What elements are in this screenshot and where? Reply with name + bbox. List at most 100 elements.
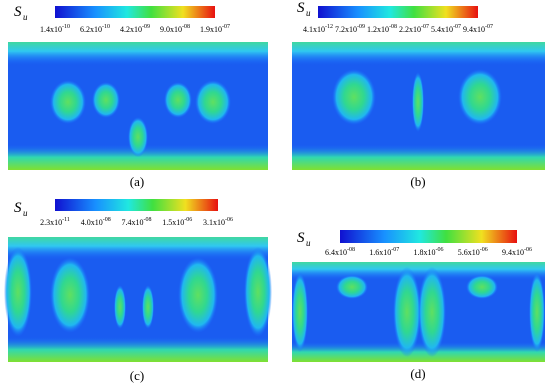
contour-top-band [8, 42, 268, 66]
tick-mantissa: 1.5x10 [162, 218, 184, 227]
panel-label: (b) [410, 174, 425, 189]
contour-region [244, 247, 272, 337]
tick-mantissa: 1.9x10 [200, 25, 222, 34]
tick-mantissa: 4.2x10 [120, 25, 142, 34]
tick-mantissa: 2.3x10 [40, 218, 62, 227]
colorbar-tick-label: 1.2x10-08 [367, 24, 397, 34]
contour-region [142, 285, 154, 329]
tick-mantissa: 2.2x10 [399, 25, 421, 34]
contour-region [412, 72, 424, 132]
tick-mantissa: 7.4x10 [122, 218, 144, 227]
variable-symbol: S [297, 230, 305, 246]
panel-label: (a) [130, 174, 144, 189]
colorbar-tick-label: 2.2x10-07 [399, 24, 429, 34]
colorbar-tick-label: 7.4x10-08 [122, 217, 152, 227]
tick-mantissa: 1.6x10 [369, 248, 391, 257]
tick-exponent: -08 [182, 24, 190, 30]
tick-mantissa: 6.2x10 [80, 25, 102, 34]
tick-exponent: -06 [524, 247, 532, 253]
contour-region [128, 117, 148, 157]
tick-exponent: -08 [144, 217, 152, 223]
colorbar-tick-label: 1.4x10-10 [40, 24, 70, 34]
colorbar-tick-label: 4.1x10-12 [303, 24, 333, 34]
tick-exponent: -10 [62, 24, 70, 30]
contour-region [458, 69, 502, 125]
contour-region [393, 267, 421, 357]
variable-subscript: u [306, 238, 311, 248]
tick-mantissa: 6.4x10 [325, 248, 347, 257]
colorbar-tick-label: 5.4x10-07 [431, 24, 461, 34]
contour-region [4, 247, 32, 337]
colorbar-tick-label: 3.1x10-06 [203, 217, 233, 227]
colorbar-tick-label: 1.5x10-06 [162, 217, 192, 227]
colorbar-tick-label: 4.2x10-09 [120, 24, 150, 34]
variable-symbol: S [14, 4, 22, 20]
contour-region [195, 80, 231, 124]
tick-mantissa: 4.0x10 [81, 218, 103, 227]
tick-mantissa: 7.2x10 [335, 25, 357, 34]
tick-exponent: -07 [391, 247, 399, 253]
colorbar-tick-label: 1.9x10-07 [200, 24, 230, 34]
tick-exponent: -07 [222, 24, 230, 30]
contour-region [114, 285, 126, 329]
contour-region [466, 275, 498, 299]
contour-region [92, 82, 120, 118]
variable-subscript: u [23, 12, 28, 22]
colorbar-tick-label: 9.4x10-07 [463, 24, 493, 34]
contour-region [332, 69, 376, 125]
contour-region [164, 82, 192, 118]
colorbar-tick-label: 6.4x10-08 [325, 247, 355, 257]
colorbar [318, 6, 478, 18]
contour-region [292, 272, 308, 352]
tick-mantissa: 4.1x10 [303, 25, 325, 34]
tick-exponent: -08 [389, 24, 397, 30]
tick-mantissa: 1.4x10 [40, 25, 62, 34]
colorbar-tick-label: 4.0x10-08 [81, 217, 111, 227]
colorbar-tick-label: 9.4x10-06 [502, 247, 532, 257]
contour-top-band [292, 262, 545, 280]
tick-exponent: -07 [453, 24, 461, 30]
contour-region [50, 80, 86, 124]
colorbar [55, 6, 215, 18]
tick-exponent: -08 [103, 217, 111, 223]
colorbar-tick-label: 5.6x10-06 [458, 247, 488, 257]
tick-mantissa: 3.1x10 [203, 218, 225, 227]
tick-exponent: -09 [142, 24, 150, 30]
colorbar-tick-label: 6.2x10-10 [80, 24, 110, 34]
colorbar-tick-label: 7.2x10-09 [335, 24, 365, 34]
colorbar [55, 199, 218, 211]
contour-bottom-band [8, 337, 268, 362]
tick-mantissa: 9.4x10 [463, 25, 485, 34]
variable-symbol: S [14, 200, 22, 216]
tick-exponent: -12 [325, 24, 333, 30]
tick-exponent: -11 [62, 217, 70, 223]
contour-bottom-band [292, 342, 545, 362]
tick-exponent: -07 [421, 24, 429, 30]
contour-region [418, 267, 446, 357]
colorbar-tick-label: 1.8x10-06 [414, 247, 444, 257]
tick-mantissa: 1.8x10 [414, 248, 436, 257]
contour-region [529, 272, 545, 352]
tick-mantissa: 1.2x10 [367, 25, 389, 34]
tick-exponent: -06 [480, 247, 488, 253]
tick-exponent: -06 [184, 217, 192, 223]
contour-top-band [8, 237, 268, 260]
colorbar-tick-label: 9.0x10-08 [160, 24, 190, 34]
tick-exponent: -09 [357, 24, 365, 30]
colorbar-tick-label: 1.6x10-07 [369, 247, 399, 257]
colorbar [340, 230, 517, 243]
variable-symbol: S [297, 0, 305, 16]
tick-exponent: -10 [102, 24, 110, 30]
tick-mantissa: 5.6x10 [458, 248, 480, 257]
contour-region [336, 275, 368, 299]
tick-mantissa: 9.0x10 [160, 25, 182, 34]
variable-subscript: u [306, 8, 311, 18]
tick-exponent: -08 [347, 247, 355, 253]
contour-region [50, 257, 90, 333]
tick-mantissa: 5.4x10 [431, 25, 453, 34]
panel-label: (d) [410, 366, 425, 381]
